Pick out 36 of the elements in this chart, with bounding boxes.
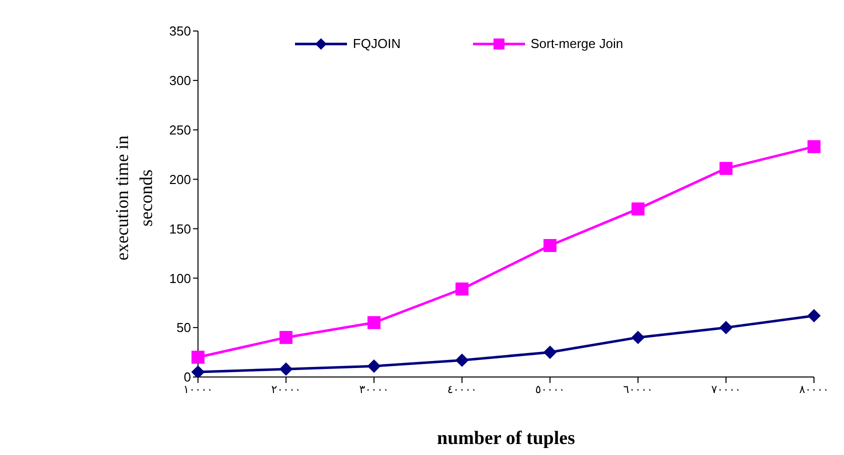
point: [808, 140, 820, 154]
point: [720, 321, 732, 334]
x-axis-title: number of tuples: [437, 428, 575, 449]
point: [544, 346, 556, 359]
y-tick-label: 0: [184, 370, 191, 385]
point: [280, 362, 292, 376]
legend-label: Sort-merge Join: [530, 36, 624, 51]
x-tick-label: ١٠٠٠٠: [183, 382, 213, 396]
y-tick-label: 350: [169, 24, 191, 39]
legend-label: FQJOIN: [352, 36, 401, 51]
x-tick-label: ٣٠٠٠٠: [359, 382, 389, 396]
x-tick-label: ٧٠٠٠٠: [711, 382, 741, 396]
y-tick-label: 200: [169, 172, 191, 187]
x-tick-label: ٨٠٠٠٠: [799, 382, 829, 396]
x-tick-label: ٤٠٠٠٠: [447, 382, 477, 396]
point: [808, 309, 820, 322]
x-tick-label: ٢٠٠٠٠: [271, 382, 301, 396]
point: [368, 360, 380, 373]
point: [632, 202, 644, 216]
point: [544, 239, 556, 252]
y-tick-label: 50: [176, 320, 191, 336]
y-tick-label: 150: [169, 221, 191, 236]
point: [192, 366, 204, 377]
point: [456, 354, 468, 367]
y-axis-title: execution time in seconds: [112, 136, 156, 260]
point: [280, 330, 292, 344]
x-tick-label: ٥٠٠٠٠: [535, 382, 565, 396]
point: [632, 330, 644, 344]
point: [192, 350, 204, 364]
point: [720, 162, 732, 175]
point: [368, 316, 380, 330]
y-tick-label: 250: [169, 122, 191, 138]
y-tick-label: 100: [169, 270, 191, 286]
x-tick-label: ٦٠٠٠٠: [623, 382, 653, 396]
y-tick-label: 300: [169, 73, 191, 88]
point: [456, 282, 468, 296]
